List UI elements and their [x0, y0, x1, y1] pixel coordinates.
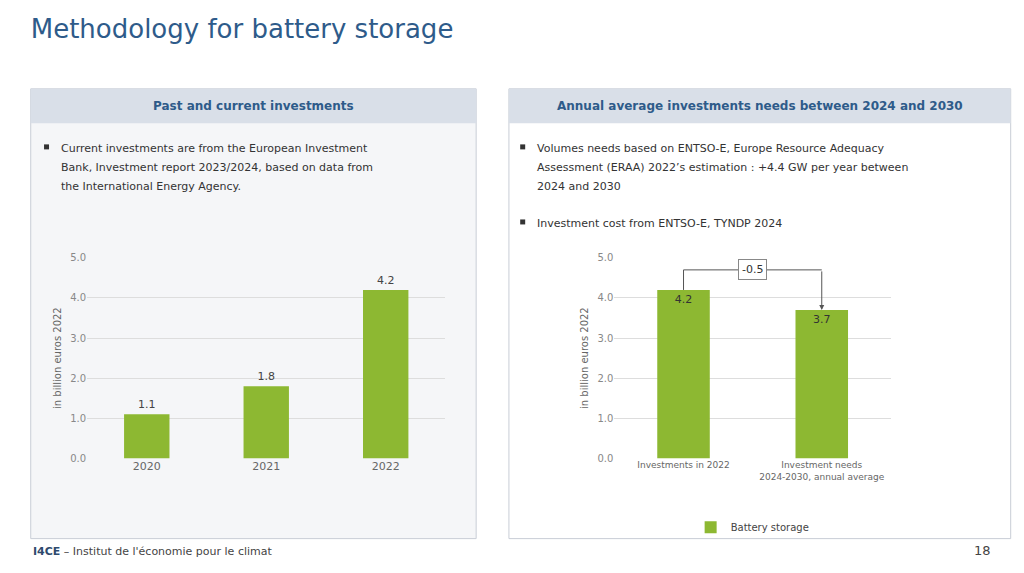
- svg-text:I4CE – Institut de l'économie: I4CE – Institut de l'économie pour le cl…: [33, 545, 272, 558]
- svg-text:-0.5: -0.5: [742, 263, 763, 276]
- svg-text:Battery storage: Battery storage: [731, 522, 809, 533]
- svg-text:Investments in 2022: Investments in 2022: [637, 460, 730, 470]
- svg-text:0.0: 0.0: [597, 453, 613, 464]
- svg-text:3.0: 3.0: [597, 333, 613, 344]
- svg-text:Current investments are from t: Current investments are from the Europea…: [61, 142, 368, 155]
- svg-text:1.8: 1.8: [257, 370, 275, 383]
- svg-text:2021: 2021: [252, 460, 280, 473]
- svg-text:18: 18: [974, 543, 991, 558]
- svg-text:3.7: 3.7: [813, 313, 831, 326]
- svg-text:2.0: 2.0: [70, 373, 86, 384]
- svg-text:Bank, Investment report 2023/2: Bank, Investment report 2023/2024, based…: [61, 161, 373, 174]
- svg-text:in billion euros 2022: in billion euros 2022: [52, 307, 63, 409]
- svg-text:Volumes needs based on ENTSO-E: Volumes needs based on ENTSO-E, Europe R…: [537, 142, 884, 155]
- svg-text:the International Energy Agenc: the International Energy Agency.: [61, 180, 241, 193]
- svg-text:Annual average investments nee: Annual average investments needs between…: [557, 99, 963, 113]
- svg-text:4.0: 4.0: [597, 292, 613, 303]
- svg-text:Investment needs2024-2030, ann: Investment needs2024-2030, annual averag…: [759, 460, 885, 482]
- svg-text:Methodology for battery storag: Methodology for battery storage: [31, 14, 454, 44]
- svg-text:2.0: 2.0: [597, 373, 613, 384]
- svg-text:1.0: 1.0: [70, 413, 86, 424]
- svg-text:0.0: 0.0: [70, 453, 86, 464]
- svg-text:3.0: 3.0: [70, 333, 86, 344]
- svg-text:4.2: 4.2: [377, 274, 395, 287]
- svg-text:5.0: 5.0: [597, 252, 613, 263]
- svg-text:Past and current investments: Past and current investments: [153, 99, 354, 113]
- svg-text:2022: 2022: [372, 460, 400, 473]
- svg-text:2024 and 2030: 2024 and 2030: [537, 180, 621, 193]
- svg-text:Assessment (ERAA) 2022’s estim: Assessment (ERAA) 2022’s estimation : +4…: [537, 161, 908, 174]
- svg-text:4.2: 4.2: [675, 293, 693, 306]
- svg-text:2020: 2020: [133, 460, 161, 473]
- svg-text:5.0: 5.0: [70, 252, 86, 263]
- svg-text:1.0: 1.0: [597, 413, 613, 424]
- svg-text:in billion euros 2022: in billion euros 2022: [579, 307, 590, 409]
- svg-text:1.1: 1.1: [138, 398, 155, 411]
- svg-text:4.0: 4.0: [70, 292, 86, 303]
- svg-text:Investment cost from ENTSO-E,: Investment cost from ENTSO-E, TYNDP 2024: [537, 217, 782, 230]
